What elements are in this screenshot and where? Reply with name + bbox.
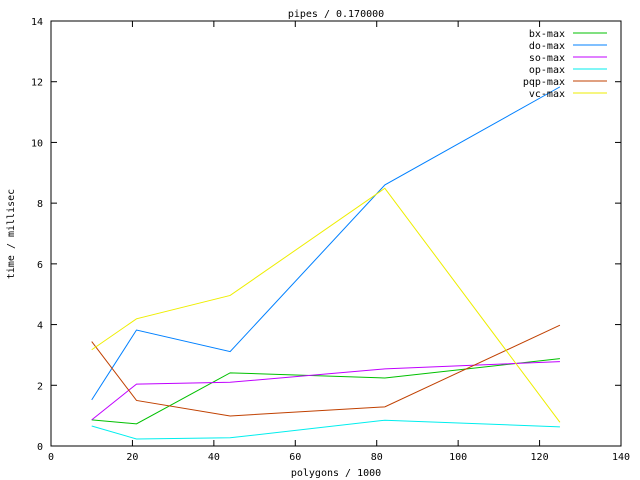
legend-label: op-max xyxy=(529,65,565,76)
x-tick-label: 60 xyxy=(289,452,301,463)
legend-label: vc-max xyxy=(529,89,565,100)
x-tick-label: 100 xyxy=(449,452,467,463)
x-tick-label: 80 xyxy=(371,452,383,463)
y-tick-label: 10 xyxy=(31,138,43,149)
legend-label: bx-max xyxy=(529,29,565,40)
legend-label: pqp-max xyxy=(523,77,565,88)
legend-label: do-max xyxy=(529,41,565,52)
y-tick-label: 4 xyxy=(37,321,43,332)
legend-label: so-max xyxy=(529,53,565,64)
series-line-bx-max xyxy=(91,358,560,425)
chart-title: pipes / 0.170000 xyxy=(288,9,384,20)
series-line-so-max xyxy=(91,361,560,421)
y-tick-label: 14 xyxy=(31,17,43,28)
series-line-do-max xyxy=(91,86,561,401)
x-tick-label: 40 xyxy=(208,452,220,463)
y-tick-label: 12 xyxy=(31,78,43,89)
x-tick-label: 120 xyxy=(531,452,549,463)
plot-border xyxy=(50,20,622,447)
x-axis-label: polygons / 1000 xyxy=(291,468,381,479)
x-tick-label: 140 xyxy=(612,452,630,463)
x-tick-label: 0 xyxy=(48,452,54,463)
y-tick-label: 6 xyxy=(37,260,43,271)
y-tick-label: 8 xyxy=(37,199,43,210)
series-line-vc-max xyxy=(91,187,561,423)
series-line-op-max xyxy=(91,419,560,440)
series-line-pqp-max xyxy=(91,324,561,417)
y-axis-label: time / millisec xyxy=(6,189,17,279)
x-tick-label: 20 xyxy=(126,452,138,463)
y-tick-label: 2 xyxy=(37,381,43,392)
y-tick-label: 0 xyxy=(37,442,43,453)
